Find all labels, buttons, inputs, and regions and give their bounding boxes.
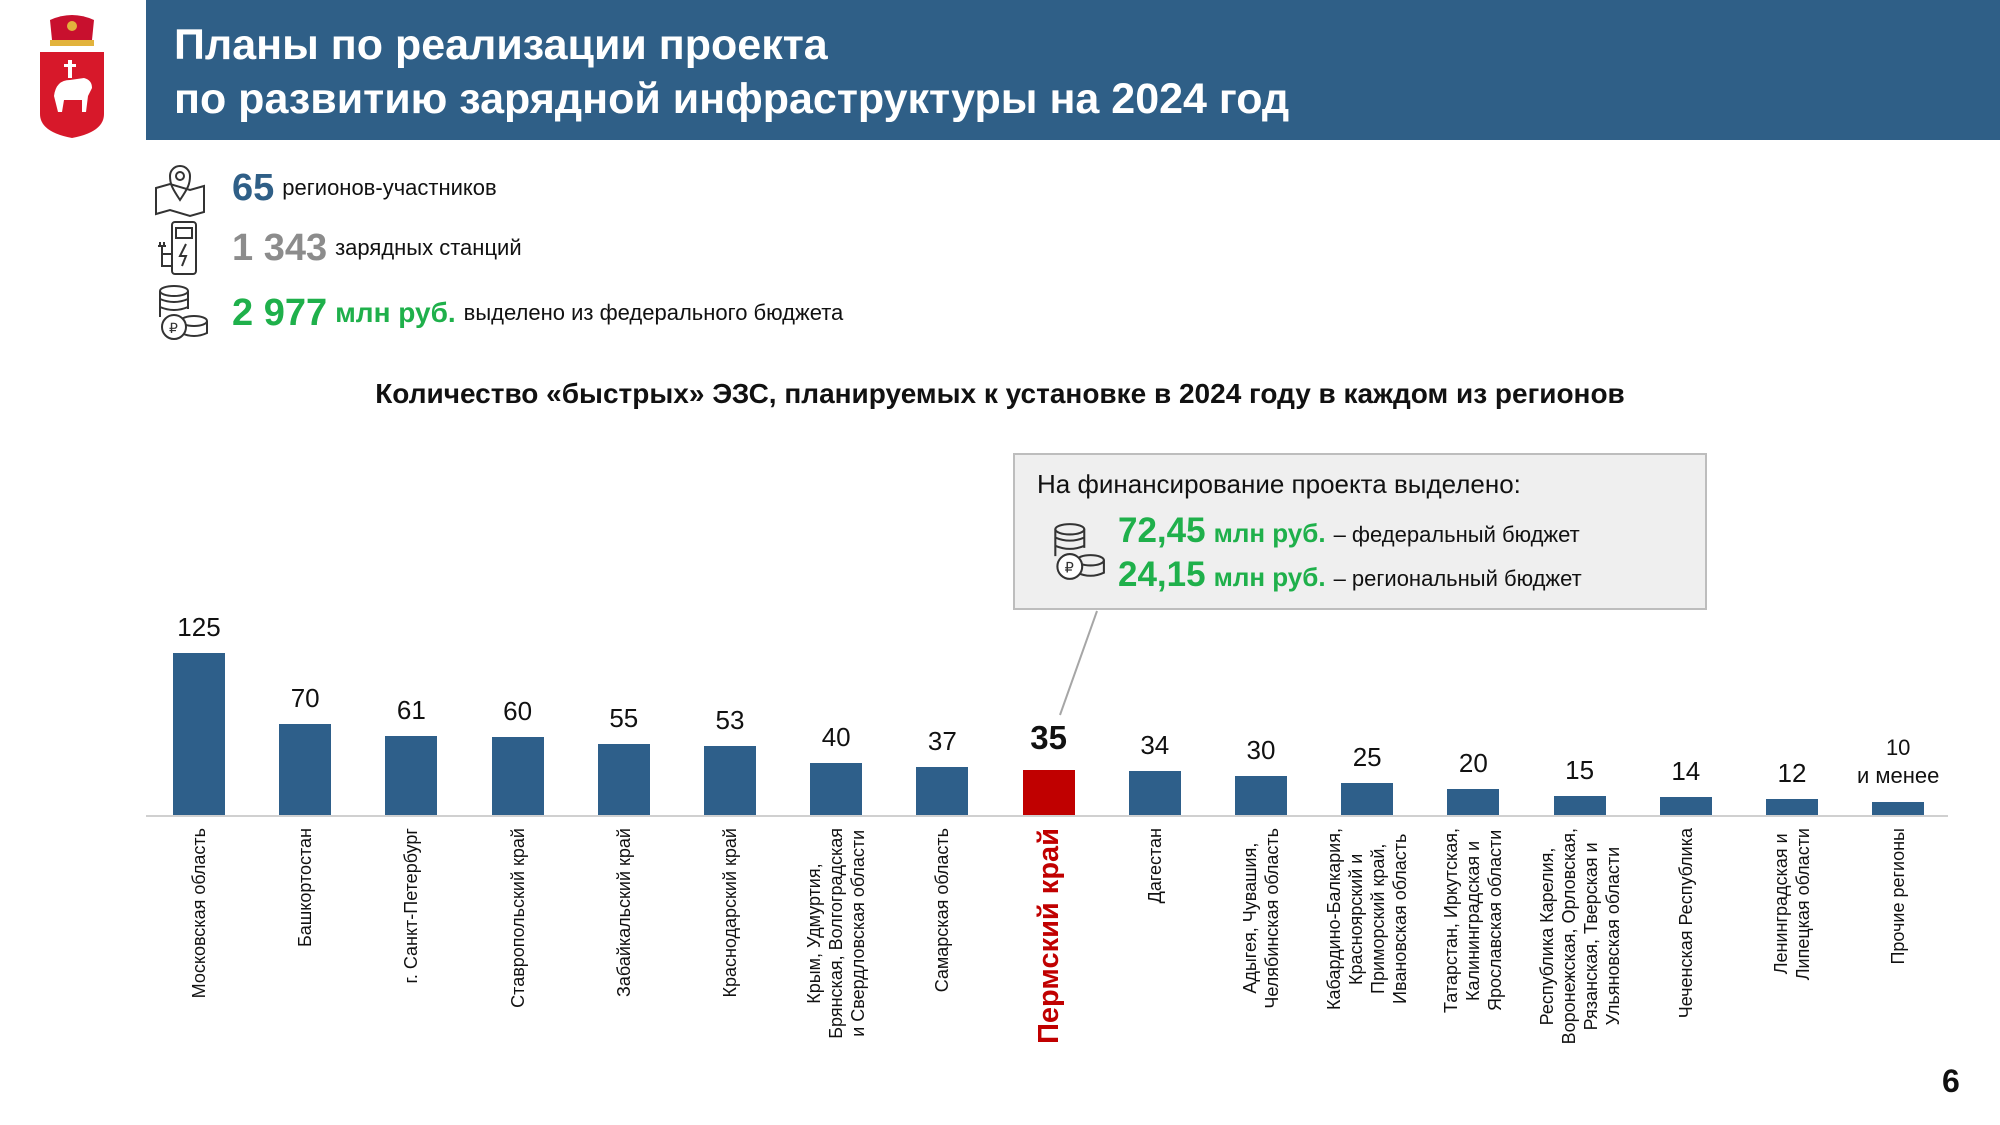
value-label: 55	[609, 702, 639, 733]
amount: 24,15	[1118, 555, 1206, 594]
bar	[385, 735, 438, 815]
chart-title: Количество «быстрых» ЭЗС, планируемых к …	[375, 378, 1625, 409]
charging-station-icon	[158, 221, 197, 275]
value-label: 15	[1565, 754, 1595, 785]
value-label: 30	[1246, 735, 1276, 766]
amount: 72,45	[1118, 511, 1206, 550]
category-label: Самарская область	[932, 828, 953, 993]
stat-unit: млн руб.	[335, 297, 456, 328]
category-label: Республика Карелия, Воронежская, Орловск…	[1536, 828, 1623, 1045]
page-title: Планы по реализации проекта по развитию …	[174, 21, 1290, 123]
bar	[1766, 799, 1818, 815]
category-label: Чеченская Республика	[1675, 828, 1696, 1019]
value-label: 12	[1777, 758, 1807, 789]
callout-heading: На финансирование проекта выделено:	[1037, 469, 1521, 499]
value-label: 53	[715, 705, 745, 736]
bar	[1447, 789, 1500, 815]
value-label: 10 и менее	[1856, 735, 1940, 789]
value-label: 20	[1458, 748, 1488, 779]
stat-regions: 65 регионов-участников	[150, 158, 497, 218]
value-label: 34	[1140, 729, 1170, 760]
bar	[1235, 776, 1287, 815]
value-label: 14	[1671, 755, 1701, 786]
bar	[810, 763, 863, 815]
value-label: 60	[503, 696, 533, 727]
coins-ruble-icon: ₽	[1054, 523, 1105, 580]
bar	[279, 724, 332, 815]
location-pin-icon	[155, 165, 205, 218]
category-label: Московская область	[189, 828, 209, 999]
stat-budget: ₽ 2 977 млн руб. выделено из федеральног…	[150, 283, 843, 343]
category-label: Забайкальский край	[613, 828, 634, 997]
stat-number: 65	[232, 166, 275, 209]
financing-callout: На финансирование проекта выделено: ₽ 72…	[1013, 453, 1707, 610]
category-label: Ленинградская и Липецкая области	[1771, 828, 1813, 981]
category-label: Башкортостан	[295, 828, 316, 948]
bar	[1872, 802, 1925, 815]
stat-text: зарядных станций	[335, 235, 522, 260]
value-label: 37	[927, 726, 957, 757]
bar	[1553, 795, 1606, 815]
svg-text:₽: ₽	[1065, 561, 1074, 577]
value-label: 61	[396, 694, 426, 725]
stat-text: регионов-участников	[282, 175, 497, 200]
svg-text:₽: ₽	[169, 320, 178, 336]
page-number: 6	[1942, 1063, 1960, 1099]
category-label: Кабардино-Балкария, Красноярский и Примо…	[1324, 828, 1411, 1010]
bar	[704, 746, 756, 815]
category-label: Прочие регионы	[1888, 828, 1909, 965]
category-label: Краснодарский край	[720, 828, 740, 998]
category-label: Крым, Удмуртия, Брянская, Волгоградская …	[804, 828, 869, 1039]
bar	[916, 767, 969, 815]
coins-ruble-icon: ₽	[159, 285, 208, 340]
bar	[1022, 769, 1075, 815]
federal-budget-row: 72,45 млн руб. – федеральный бюджет	[1118, 511, 1580, 551]
bar	[1128, 770, 1181, 815]
x-axis-line	[146, 815, 1948, 817]
header-bar: Планы по реализации проекта по развитию …	[146, 0, 2000, 140]
stat-stations: 1 343 зарядных станций	[150, 218, 522, 278]
label: – региональный бюджет	[1333, 566, 1582, 591]
category-label: Адыгея, Чувашия, Челябинская область	[1240, 828, 1282, 1009]
stat-text: выделено из федерального бюджета	[463, 300, 844, 325]
category-label: Пермский край	[1032, 828, 1065, 1044]
stat-number: 1 343	[232, 226, 328, 269]
value-label: 40	[821, 722, 851, 753]
value-label: 35	[1030, 718, 1067, 756]
category-label: Ставропольский край	[507, 828, 528, 1008]
stat-number: 2 977	[232, 291, 328, 334]
perm-coat-of-arms-logo	[40, 15, 104, 138]
category-label: Дагестан	[1144, 828, 1165, 904]
value-label: 70	[290, 683, 320, 714]
unit: млн руб.	[1213, 518, 1326, 548]
bar	[491, 737, 544, 815]
bar	[173, 653, 225, 815]
label: – федеральный бюджет	[1333, 522, 1580, 547]
category-label: Татарстан, Иркутская, Калининградская и …	[1441, 828, 1506, 1013]
unit: млн руб.	[1213, 562, 1326, 592]
bar	[1341, 782, 1394, 815]
bar	[1659, 796, 1712, 815]
regional-budget-row: 24,15 млн руб. – региональный бюджет	[1118, 555, 1582, 595]
category-label: г. Санкт-Петербург	[401, 828, 422, 984]
value-label: 125	[177, 612, 221, 642]
value-label: 25	[1352, 741, 1382, 772]
bar	[597, 743, 650, 815]
